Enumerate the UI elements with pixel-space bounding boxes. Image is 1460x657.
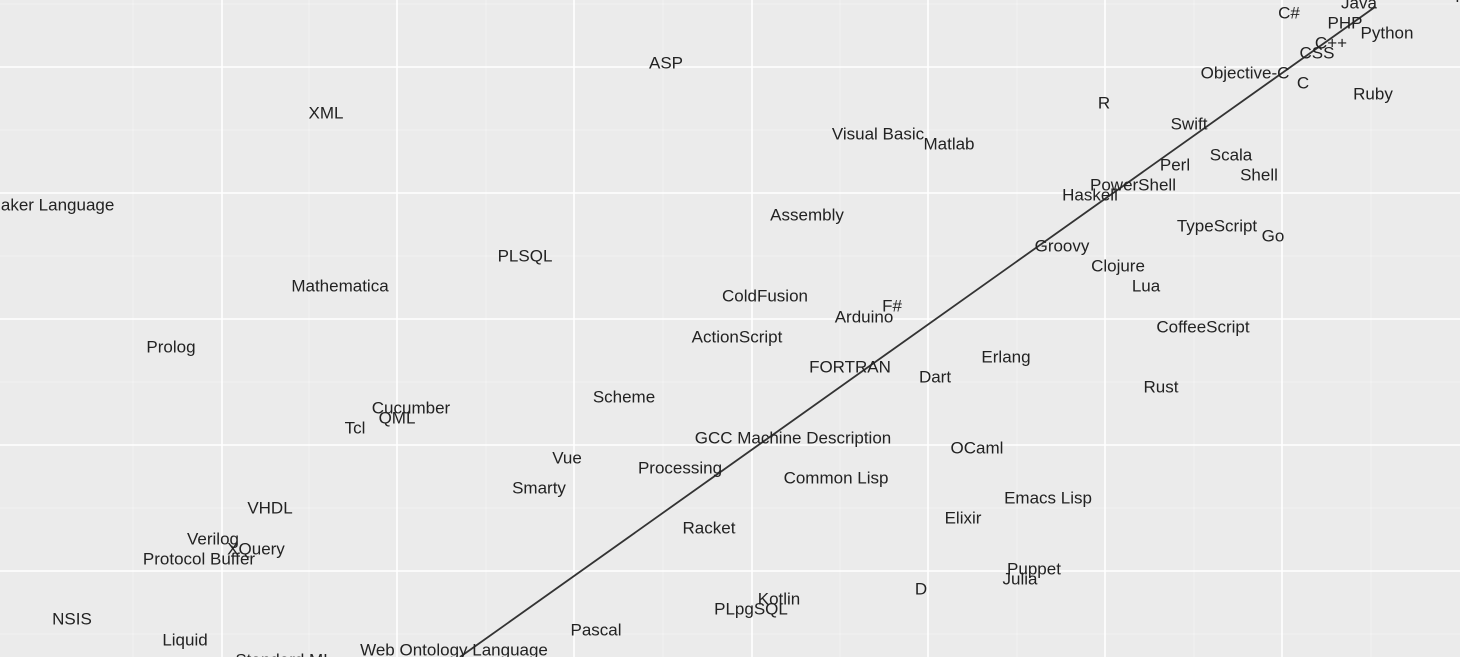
- point-label: Processing: [638, 459, 722, 478]
- point-label: Mathematica: [291, 277, 389, 296]
- point-label: C: [1297, 74, 1309, 93]
- point-label: Vue: [552, 449, 582, 468]
- point-label: PowerShell: [1090, 176, 1176, 195]
- point-label: Erlang: [981, 348, 1030, 367]
- point-label: Scala: [1210, 146, 1253, 165]
- point-label: Ruby: [1353, 85, 1393, 104]
- point-label: Lua: [1132, 277, 1161, 296]
- point-label: ActionScript: [692, 328, 783, 347]
- point-label: F#: [882, 297, 902, 316]
- trend-line: [459, 6, 1376, 657]
- point-label: Emacs Lisp: [1004, 489, 1092, 508]
- point-label: Tcl: [345, 419, 366, 438]
- point-label: Python: [1361, 24, 1414, 43]
- point-label: Verilog: [187, 530, 239, 549]
- point-label: Pascal: [570, 621, 621, 640]
- point-label: Objective-C: [1201, 64, 1290, 83]
- point-label: Web Ontology Language: [360, 641, 548, 657]
- point-label: Cucumber: [372, 399, 451, 418]
- point-label: Puppet: [1007, 560, 1061, 579]
- point-label: Rust: [1144, 378, 1179, 397]
- point-label: Liquid: [162, 631, 207, 650]
- point-label: D: [915, 580, 927, 599]
- point-label: CSS: [1300, 44, 1335, 63]
- point-label: Assembly: [770, 206, 844, 225]
- point-label: TypeScript: [1177, 217, 1258, 236]
- point-label: Shell: [1240, 166, 1278, 185]
- point-label: Racket: [683, 519, 736, 538]
- point-label: CoffeeScript: [1156, 318, 1250, 337]
- point-label: Smarty: [512, 479, 566, 498]
- point-label: QML: [379, 409, 416, 428]
- point-label: Dart: [919, 368, 951, 387]
- point-label: NSIS: [52, 610, 92, 629]
- point-label: Elixir: [945, 509, 982, 528]
- point-label: Prolog: [146, 338, 195, 357]
- point-label: Matlab: [923, 135, 974, 154]
- point-label: XML: [309, 104, 344, 123]
- point-label: PHP: [1328, 14, 1363, 33]
- point-label: Go: [1262, 227, 1285, 246]
- point-label: Julia: [1003, 570, 1039, 589]
- point-label: OCaml: [951, 439, 1004, 458]
- point-label: Common Lisp: [784, 469, 889, 488]
- point-label: C++: [1315, 34, 1347, 53]
- point-label: Haskell: [1062, 186, 1118, 205]
- point-label: PLSQL: [498, 247, 553, 266]
- point-label: FORTRAN: [809, 358, 891, 377]
- point-label: Visual Basic: [832, 125, 925, 144]
- point-label: Groovy: [1035, 237, 1090, 256]
- point-label: ColdFusion: [722, 287, 808, 306]
- point-label: Java: [1341, 0, 1377, 13]
- point-label: VHDL: [247, 499, 292, 518]
- point-label: Swift: [1171, 115, 1208, 134]
- point-label: Game Maker Language: [0, 196, 114, 215]
- point-label: Kotlin: [758, 590, 801, 609]
- point-label: Clojure: [1091, 257, 1145, 276]
- point-label: ASP: [649, 54, 683, 73]
- point-label: JavaScript: [1390, 0, 1460, 3]
- point-label: GCC Machine Description: [695, 429, 892, 448]
- point-label: Arduino: [835, 308, 894, 327]
- point-label: Perl: [1160, 156, 1190, 175]
- point-label: Scheme: [593, 388, 655, 407]
- point-label: Standard ML: [235, 651, 332, 657]
- point-label: C#: [1278, 4, 1300, 23]
- point-label: XQuery: [227, 540, 285, 559]
- point-label: PLpgSQL: [714, 600, 788, 619]
- point-label: R: [1098, 94, 1110, 113]
- point-label: Protocol Buffer: [143, 550, 255, 569]
